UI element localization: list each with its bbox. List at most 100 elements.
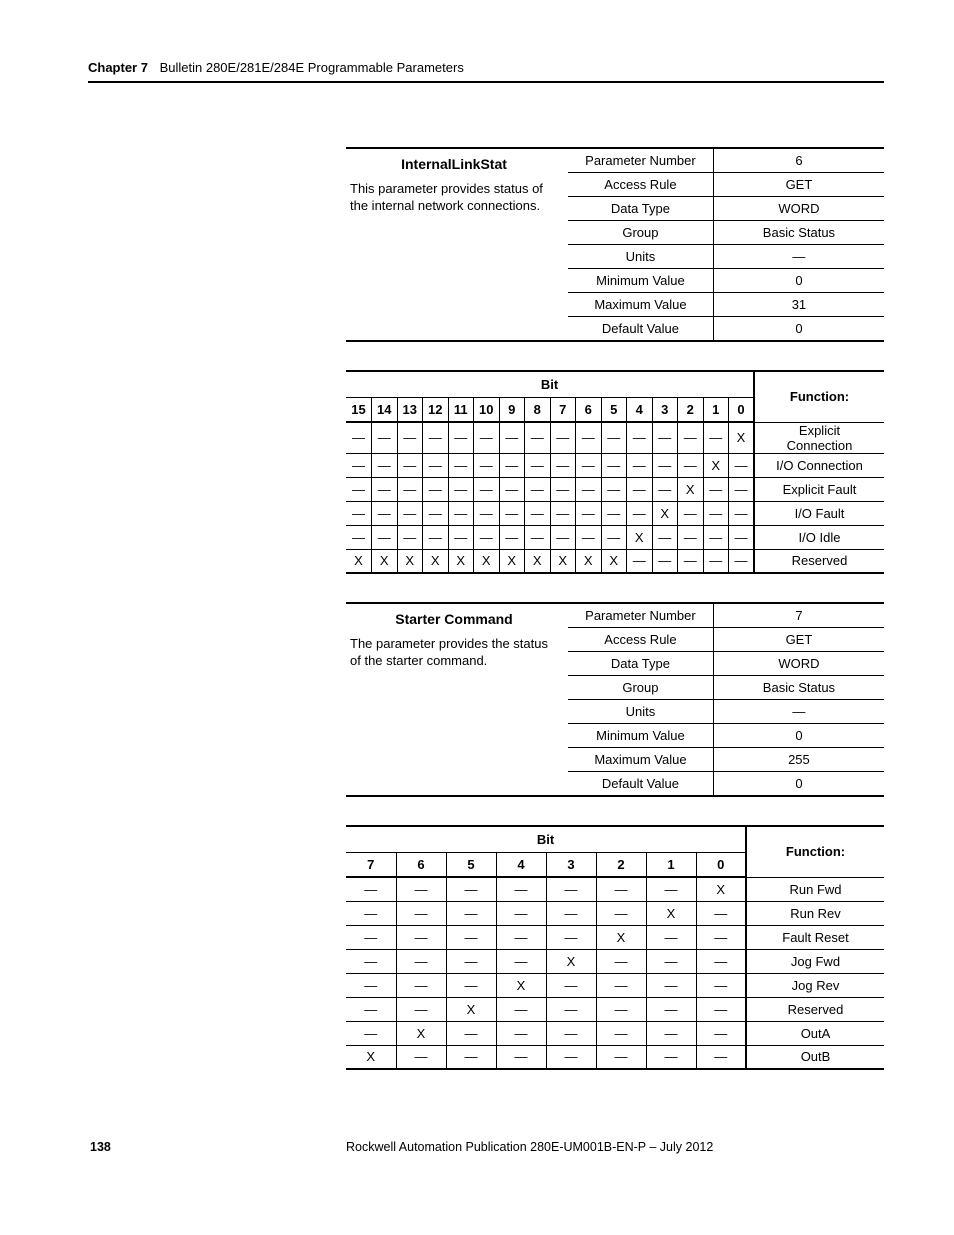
bit-col-header: 4	[627, 398, 653, 423]
chapter-label: Chapter 7	[88, 60, 148, 75]
kv-value: —	[713, 700, 884, 724]
function-cell: Explicit Connection	[754, 422, 884, 453]
kv-key: Group	[568, 676, 713, 700]
kv-key: Data Type	[568, 652, 713, 676]
bit-col-header: 3	[652, 398, 678, 423]
bit-cell: —	[525, 453, 551, 477]
bit-cell: X	[729, 422, 755, 453]
publication-info: Rockwell Automation Publication 280E-UM0…	[346, 1140, 884, 1154]
parameter-description: InternalLinkStat This parameter provides…	[346, 149, 568, 340]
bit-cell: X	[448, 549, 474, 573]
bit-cell: —	[396, 877, 446, 901]
bit-cell: —	[646, 997, 696, 1021]
bit-cell: X	[396, 1021, 446, 1045]
bit-cell: —	[601, 422, 627, 453]
bit-col-header: 0	[696, 853, 746, 878]
bit-cell: —	[396, 1045, 446, 1069]
bit-cell: —	[696, 973, 746, 997]
parameter-description: Starter Command The parameter provides t…	[346, 604, 568, 795]
bit-cell: —	[525, 477, 551, 501]
bit-superheader: Bit	[346, 826, 746, 853]
bit-cell: —	[596, 949, 646, 973]
bit-cell: —	[496, 877, 546, 901]
doc-title: Bulletin 280E/281E/284E Programmable Par…	[160, 60, 464, 75]
bit-cell: X	[646, 901, 696, 925]
kv-key: Parameter Number	[568, 604, 713, 628]
bit-cell: —	[496, 1045, 546, 1069]
bit-col-header: 2	[596, 853, 646, 878]
kv-key: Minimum Value	[568, 269, 713, 293]
bit-cell: —	[729, 477, 755, 501]
parameter-desc-text: This parameter provides status of the in…	[350, 180, 558, 215]
bit-cell: —	[397, 477, 423, 501]
function-cell: I/O Idle	[754, 525, 884, 549]
kv-key: Group	[568, 221, 713, 245]
bit-cell: —	[346, 877, 396, 901]
bit-cell: X	[678, 477, 704, 501]
bit-cell: —	[546, 925, 596, 949]
page-footer: 138 Rockwell Automation Publication 280E…	[88, 1140, 884, 1154]
bit-cell: —	[596, 997, 646, 1021]
bit-cell: —	[499, 501, 525, 525]
bit-cell: —	[496, 1021, 546, 1045]
bit-col-header: 0	[729, 398, 755, 423]
bit-cell: —	[703, 477, 729, 501]
bit-cell: —	[646, 1045, 696, 1069]
kv-value: 6	[713, 149, 884, 173]
bit-cell: —	[397, 501, 423, 525]
running-header: Chapter 7 Bulletin 280E/281E/284E Progra…	[88, 60, 884, 83]
bit-cell: —	[627, 422, 653, 453]
bit-cell: —	[576, 525, 602, 549]
bit-cell: —	[446, 973, 496, 997]
bit-cell: —	[525, 422, 551, 453]
bit-cell: —	[550, 501, 576, 525]
bit-cell: —	[448, 501, 474, 525]
bit-cell: —	[372, 453, 398, 477]
bit-cell: —	[601, 453, 627, 477]
bit-col-header: 1	[646, 853, 696, 878]
bit-col-header: 5	[601, 398, 627, 423]
bit-cell: —	[525, 501, 551, 525]
bit-cell: —	[627, 453, 653, 477]
bit-cell: —	[703, 501, 729, 525]
bit-cell: —	[678, 453, 704, 477]
bit-cell: —	[576, 477, 602, 501]
bit-cell: —	[576, 501, 602, 525]
parameter-title: InternalLinkStat	[350, 155, 558, 174]
bit-cell: —	[346, 973, 396, 997]
bit-cell: —	[729, 453, 755, 477]
bit-col-header: 6	[576, 398, 602, 423]
bit-cell: —	[346, 1021, 396, 1045]
bit-col-header: 8	[525, 398, 551, 423]
bit-table: Bit Function: 1514131211109876543210 ———…	[346, 370, 884, 574]
kv-key: Data Type	[568, 197, 713, 221]
kv-key: Default Value	[568, 772, 713, 796]
bit-cell: —	[596, 973, 646, 997]
bit-cell: —	[678, 501, 704, 525]
function-cell: OutA	[746, 1021, 884, 1045]
bit-col-header: 10	[474, 398, 500, 423]
bit-cell: —	[496, 997, 546, 1021]
bit-cell: —	[397, 525, 423, 549]
bit-cell: —	[678, 549, 704, 573]
function-cell: Jog Fwd	[746, 949, 884, 973]
bit-cell: —	[596, 901, 646, 925]
bit-cell: —	[678, 422, 704, 453]
bit-cell: —	[423, 525, 449, 549]
kv-key: Minimum Value	[568, 724, 713, 748]
bit-cell: —	[446, 901, 496, 925]
bit-cell: —	[546, 973, 596, 997]
bit-col-header: 6	[396, 853, 446, 878]
bit-cell: —	[646, 877, 696, 901]
bit-cell: —	[601, 501, 627, 525]
bit-cell: X	[346, 1045, 396, 1069]
bit-cell: —	[499, 422, 525, 453]
function-cell: Run Rev	[746, 901, 884, 925]
kv-key: Default Value	[568, 317, 713, 341]
bit-cell: X	[372, 549, 398, 573]
bit-col-header: 7	[346, 853, 396, 878]
kv-value: Basic Status	[713, 676, 884, 700]
bit-cell: —	[423, 477, 449, 501]
bit-cell: —	[423, 453, 449, 477]
bit-cell: —	[396, 949, 446, 973]
